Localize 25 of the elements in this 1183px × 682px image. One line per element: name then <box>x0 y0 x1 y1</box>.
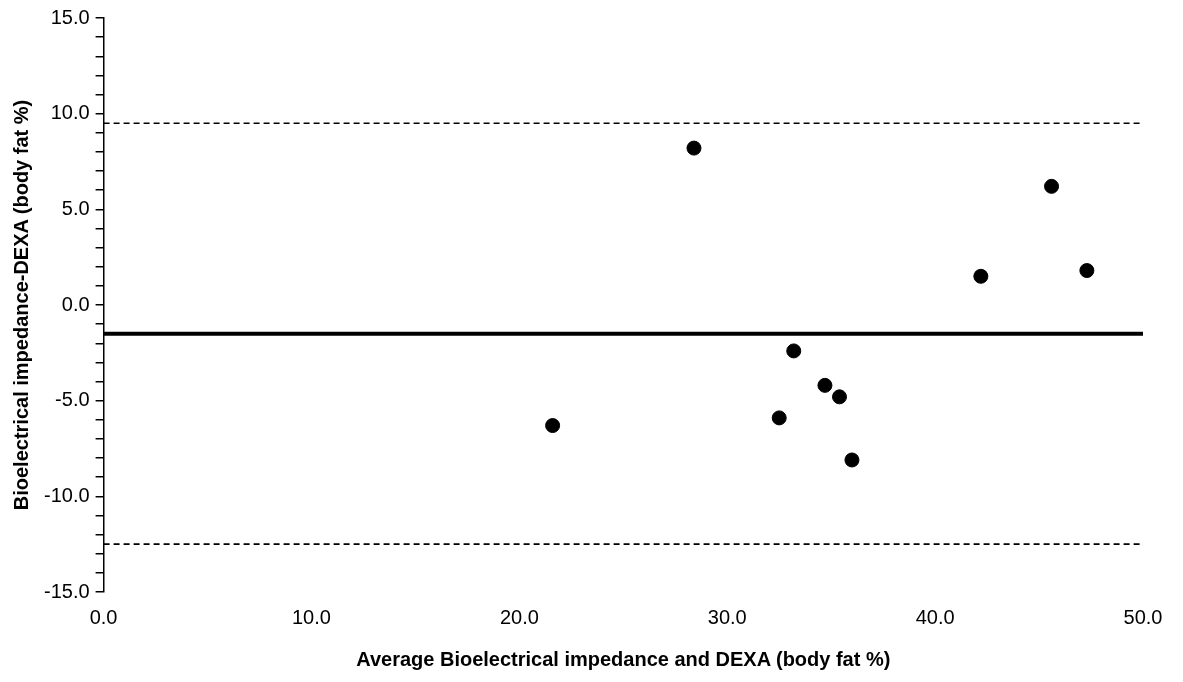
point <box>844 452 860 468</box>
x-tick-label: 30.0 <box>707 605 747 628</box>
y-tick-label: 10.0 <box>50 101 90 124</box>
x-tick-label: 0.0 <box>89 605 118 628</box>
y-tick-label: 0.0 <box>61 292 90 315</box>
y-tick-label: -15.0 <box>43 579 90 602</box>
x-axis-title: Average Bioelectrical impedance and DEXA (body fat %) <box>356 647 891 670</box>
point <box>817 377 833 393</box>
point <box>831 389 847 405</box>
x-tick-label: 50.0 <box>1123 605 1163 628</box>
point <box>1079 263 1095 279</box>
y-tick-label: -5.0 <box>55 388 90 411</box>
point <box>1044 178 1060 194</box>
point <box>771 410 787 426</box>
x-tick-label: 40.0 <box>915 605 955 628</box>
y-tick-label: -10.0 <box>43 483 90 506</box>
y-axis-title: Bioelectrical impedance-DEXA (body fat %) <box>9 99 32 511</box>
y-tick-label: 5.0 <box>61 196 90 219</box>
point <box>786 343 802 359</box>
point <box>973 268 989 284</box>
x-tick-label: 10.0 <box>292 605 331 628</box>
point <box>545 418 561 434</box>
y-tick-label: 15.0 <box>50 5 90 28</box>
x-tick-label: 20.0 <box>499 605 539 628</box>
point <box>686 140 702 156</box>
